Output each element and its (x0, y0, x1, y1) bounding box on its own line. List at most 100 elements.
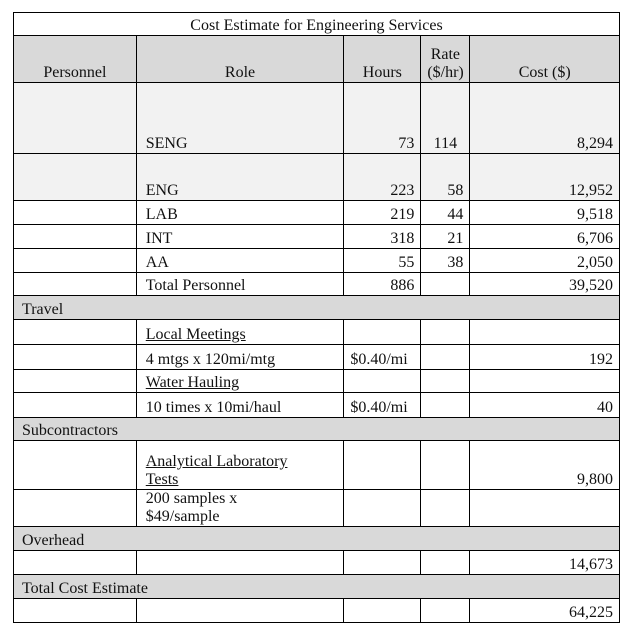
empty-cell (135, 550, 345, 575)
empty-cell (469, 369, 620, 393)
local-meetings-detail: 4 mtgs x 120mi/mtg (135, 344, 345, 370)
header-cost: Cost ($) (469, 35, 620, 83)
local-meetings-cost: 192 (469, 344, 620, 370)
table-row: 10 times x 10mi/haul $0.40/mi 40 (13, 392, 620, 418)
header-hours: Hours (343, 35, 422, 83)
empty-cell (343, 550, 422, 575)
empty-cell (13, 598, 137, 623)
cost-cell: 12,952 (469, 153, 620, 201)
cost-estimate-table: Cost Estimate for Engineering Services P… (13, 12, 620, 623)
section-overhead: Overhead (13, 526, 620, 551)
empty-cell (420, 489, 471, 527)
empty-cell (420, 369, 471, 393)
analytical-lab-title-line1: Analytical Laboratory (145, 453, 288, 470)
table-row: Analytical Laboratory Tests 9,800 (13, 440, 620, 490)
empty-cell (13, 550, 137, 575)
personnel-cell (13, 224, 137, 249)
hours-cell: 318 (343, 224, 422, 249)
empty-cell (420, 392, 471, 418)
water-hauling-cost: 40 (469, 392, 620, 418)
local-meetings-title: Local Meetings (135, 319, 345, 345)
table-title: Cost Estimate for Engineering Services (13, 12, 620, 36)
header-rate: Rate ($/hr) (420, 35, 471, 83)
table-row: 64,225 (13, 598, 620, 623)
overhead-cost: 14,673 (469, 550, 620, 575)
empty-cell (13, 319, 137, 345)
rate-cell: 114 (420, 82, 471, 154)
role-cell: LAB (135, 200, 345, 225)
role-cell: SENG (135, 82, 345, 154)
table-row: INT 318 21 6,706 (13, 224, 620, 249)
role-cell: AA (135, 248, 345, 273)
cost-cell: 2,050 (469, 248, 620, 273)
empty-cell (343, 369, 422, 393)
water-hauling-detail: 10 times x 10mi/haul (135, 392, 345, 418)
empty-cell (420, 344, 471, 370)
empty-cell (13, 369, 137, 393)
section-subcontractors: Subcontractors (13, 417, 620, 441)
water-hauling-title: Water Hauling (135, 369, 345, 393)
role-cell: INT (135, 224, 345, 249)
rate-cell: 21 (420, 224, 471, 249)
empty-cell (420, 319, 471, 345)
empty-cell (343, 319, 422, 345)
rate-cell: 58 (420, 153, 471, 201)
analytical-lab-cost: 9,800 (469, 440, 620, 490)
empty-cell (420, 598, 471, 623)
cost-cell: 6,706 (469, 224, 620, 249)
total-personnel-cost: 39,520 (469, 272, 620, 296)
role-cell: ENG (135, 153, 345, 201)
table-row: 4 mtgs x 120mi/mtg $0.40/mi 192 (13, 344, 620, 370)
empty-cell (469, 319, 620, 345)
total-personnel-label: Total Personnel (135, 272, 345, 296)
analytical-lab-detail: 200 samples x $49/sample (135, 489, 345, 527)
water-hauling-rate: $0.40/mi (343, 392, 422, 418)
table-row: Water Hauling (13, 369, 620, 393)
header-rate-line1: Rate (430, 46, 461, 63)
empty-cell (343, 440, 422, 490)
total-cost-value: 64,225 (469, 598, 620, 623)
empty-cell (13, 392, 137, 418)
local-meetings-rate: $0.40/mi (343, 344, 422, 370)
personnel-cell (13, 248, 137, 273)
hours-cell: 73 (343, 82, 422, 154)
analytical-lab-detail-line1: 200 samples x (145, 490, 238, 508)
empty-cell (13, 489, 137, 527)
table-row: 200 samples x $49/sample (13, 489, 620, 527)
rate-cell: 44 (420, 200, 471, 225)
table-row: Local Meetings (13, 319, 620, 345)
personnel-cell (13, 200, 137, 225)
empty-cell (135, 598, 345, 623)
hours-cell: 219 (343, 200, 422, 225)
hours-cell: 55 (343, 248, 422, 273)
analytical-lab-detail-line2: $49/sample (145, 508, 220, 525)
table-row: SENG 73 114 8,294 (13, 82, 620, 154)
total-personnel-hours: 886 (343, 272, 422, 296)
section-total-cost: Total Cost Estimate (13, 574, 620, 599)
empty-cell (420, 550, 471, 575)
analytical-lab-title-line2: Tests (145, 471, 179, 488)
empty-cell (343, 598, 422, 623)
empty-cell (343, 489, 422, 527)
empty-cell (420, 272, 471, 296)
analytical-lab-title: Analytical Laboratory Tests (135, 440, 345, 490)
table-row: LAB 219 44 9,518 (13, 200, 620, 225)
empty-cell (469, 489, 620, 527)
empty-cell (13, 344, 137, 370)
header-personnel: Personnel (13, 35, 137, 83)
total-personnel-row: Total Personnel 886 39,520 (13, 272, 620, 296)
section-travel: Travel (13, 295, 620, 320)
cost-cell: 9,518 (469, 200, 620, 225)
header-rate-line2: ($/hr) (427, 64, 464, 81)
table-row: AA 55 38 2,050 (13, 248, 620, 273)
empty-cell (13, 440, 137, 490)
personnel-cell (13, 153, 137, 201)
rate-cell: 38 (420, 248, 471, 273)
table-row: 14,673 (13, 550, 620, 575)
header-role: Role (135, 35, 345, 83)
empty-cell (420, 440, 471, 490)
hours-cell: 223 (343, 153, 422, 201)
table-row: ENG 223 58 12,952 (13, 153, 620, 201)
personnel-cell (13, 82, 137, 154)
empty-cell (13, 272, 137, 296)
